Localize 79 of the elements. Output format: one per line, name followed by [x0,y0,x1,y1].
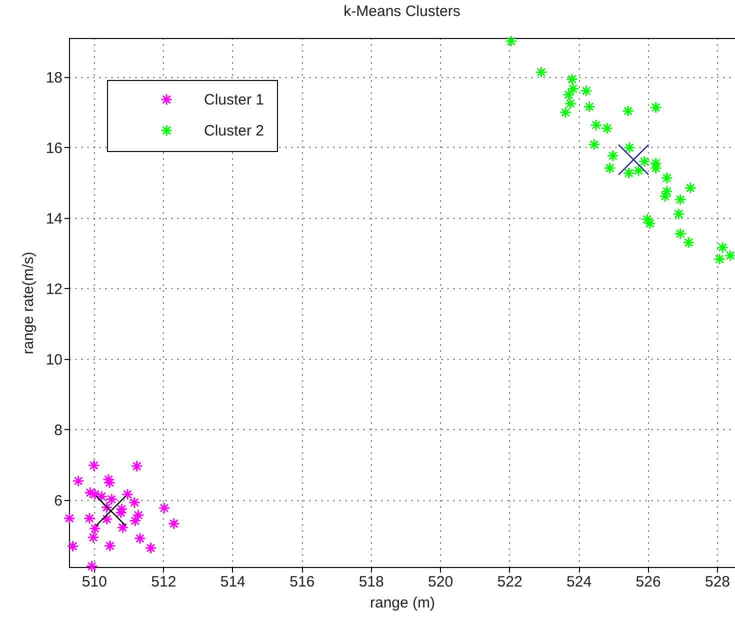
y-tick-label: 14 [46,210,62,228]
point [724,250,735,262]
x-tick-label: 518 [358,574,384,590]
point [618,144,650,176]
point [588,138,600,150]
x-tick-label: 524 [566,574,592,590]
point [102,474,114,486]
x-tick-label: 516 [290,574,315,590]
point [674,194,686,206]
point [684,182,696,194]
point [623,142,636,154]
y-tick-label: 18 [46,69,62,86]
point [66,540,79,552]
point [535,66,548,78]
y-tick-label: 16 [46,140,62,157]
point [104,476,116,489]
point [566,73,578,86]
legend-label: Cluster 2 [204,122,264,140]
point [583,100,596,113]
point [158,502,170,514]
x-tick-label: 520 [428,574,454,590]
x-tick-label: 528 [704,574,730,590]
point [168,518,180,530]
point [638,155,650,168]
point [95,495,126,527]
point [129,514,142,527]
legend-label: Cluster 1 [204,92,264,108]
point [650,101,662,114]
point [100,501,113,514]
point [660,172,673,184]
point [580,84,592,97]
point [559,106,572,118]
point [632,164,644,177]
y-tick-label: 6 [54,492,62,510]
point [590,119,602,132]
point [562,88,574,101]
point [606,150,619,162]
point [674,228,686,240]
point [660,185,673,198]
point [63,512,76,524]
point [87,531,100,544]
point [567,82,579,95]
y-tick-label: 12 [46,280,62,298]
point [130,460,143,472]
point [564,98,576,110]
point [132,509,144,522]
point [106,493,118,506]
x-tick-label: 510 [82,574,107,590]
point [600,122,613,134]
x-tick-label: 522 [497,574,522,590]
point [641,213,654,226]
point [128,496,140,508]
point [622,167,635,180]
x-axis-title: range (m) [370,594,436,612]
point [88,522,101,535]
x-tick-label: 526 [636,574,661,590]
point [134,532,146,544]
point [72,474,84,487]
point [716,241,729,254]
point [100,513,113,526]
point [672,208,685,220]
chart-title: k-Means Clusters [344,2,460,20]
y-tick-label: 8 [54,422,62,439]
point [122,488,134,500]
point [104,540,116,552]
point [83,512,96,524]
y-axis-title: range rate(m/s) [20,252,37,354]
point [144,542,157,554]
point [713,253,726,266]
point [622,105,634,117]
point [88,459,100,472]
point [604,162,616,174]
point [682,236,695,249]
x-tick-label: 512 [151,574,176,590]
point [86,560,98,572]
y-tick-label: 10 [46,351,62,368]
point [116,522,129,534]
x-tick-label: 514 [220,574,246,590]
point [505,35,518,48]
